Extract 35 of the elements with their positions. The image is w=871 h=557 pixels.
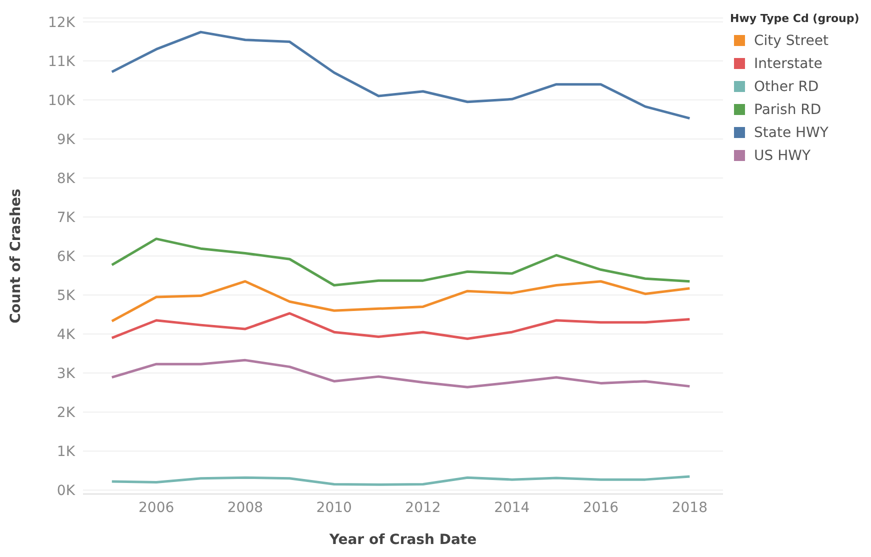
line-series	[110, 475, 691, 486]
y-tick-label: 7K	[56, 210, 76, 226]
y-tick-label: 0K	[56, 483, 76, 500]
legend-label: City Street	[753, 32, 830, 50]
y-axis-title: Count of Crashes	[8, 188, 24, 324]
y-tick-label: 5K	[56, 288, 76, 304]
y-tick-label: 1K	[56, 444, 76, 460]
x-tick-label: 2010	[316, 500, 352, 516]
legend-label: State HWY	[753, 124, 830, 142]
y-tick-label: 8K	[56, 170, 76, 187]
line-series	[110, 358, 691, 388]
x-tick-label: 2016	[582, 500, 619, 516]
legend-label: US HWY	[753, 146, 812, 166]
y-tick-label: 3K	[56, 366, 76, 382]
y-tick-label: 9K	[56, 132, 76, 148]
legend-label: Parish RD	[753, 100, 822, 120]
y-tick-label: 12K	[48, 14, 76, 31]
legend-label: Other RD	[753, 78, 820, 96]
y-tick-label: 4K	[56, 327, 76, 344]
y-tick-label: 11K	[48, 54, 76, 70]
y-tick-label: 10K	[48, 92, 76, 109]
x-tick-label: 2006	[138, 500, 174, 516]
line-series	[110, 238, 691, 287]
y-tick-label: 6K	[56, 248, 76, 265]
y-tick-label: 2K	[56, 405, 76, 422]
line-series	[110, 312, 691, 340]
x-tick-label: 2008	[227, 500, 264, 516]
line-series	[110, 30, 691, 120]
line-series	[110, 280, 691, 322]
x-tick-label: 2012	[405, 500, 441, 516]
legend-title: Hwy Type Cd (group)	[730, 12, 860, 25]
x-tick-label: 2018	[672, 500, 708, 516]
x-tick-label: 2014	[494, 500, 530, 516]
legend-label: Interstate	[753, 54, 824, 74]
x-axis-title: Year of Crash Date	[328, 532, 477, 548]
